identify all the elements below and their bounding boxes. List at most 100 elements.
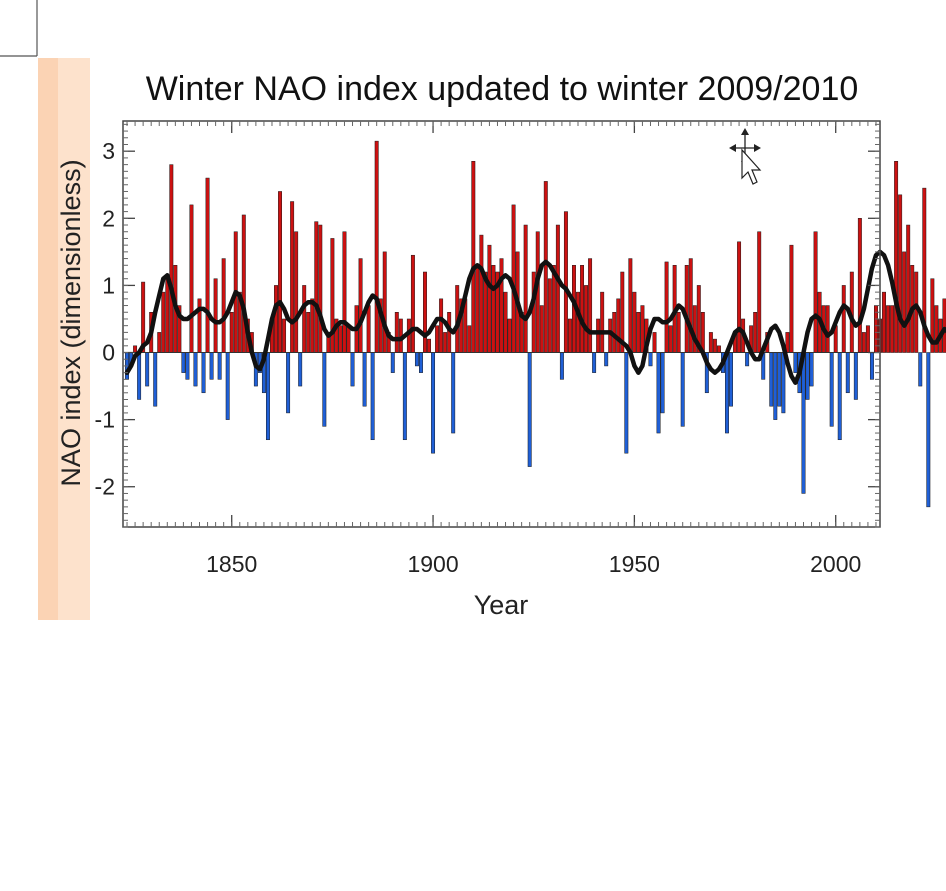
positive-bar-1877 bbox=[338, 325, 343, 353]
positive-bar-2013 bbox=[886, 305, 891, 353]
positive-bar-2017 bbox=[902, 251, 907, 353]
negative-bar-1883 bbox=[362, 352, 367, 407]
negative-bar-1900 bbox=[431, 352, 436, 454]
negative-bar-1831 bbox=[153, 352, 158, 407]
positive-bar-2007 bbox=[861, 332, 866, 353]
positive-bar-1853 bbox=[241, 214, 246, 353]
positive-bar-1909 bbox=[467, 325, 472, 353]
negative-bar-2021 bbox=[918, 352, 923, 387]
negative-bar-1905 bbox=[451, 352, 456, 434]
ticks-layer bbox=[123, 121, 880, 528]
negative-bar-1986 bbox=[777, 352, 782, 407]
positive-bar-1938 bbox=[584, 285, 589, 353]
negative-bar-2009 bbox=[869, 352, 874, 380]
positive-bar-1886 bbox=[374, 140, 379, 353]
positive-bar-2002 bbox=[841, 285, 846, 353]
positive-bar-1863 bbox=[282, 318, 287, 353]
negative-bar-1845 bbox=[209, 352, 214, 380]
positive-bar-2024 bbox=[930, 278, 935, 353]
positive-bar-1936 bbox=[576, 291, 580, 353]
positive-bar-1879 bbox=[346, 325, 351, 353]
negative-bar-1962 bbox=[680, 352, 685, 427]
positive-bar-2012 bbox=[882, 291, 886, 353]
negative-bar-1932 bbox=[559, 352, 564, 380]
positive-bar-1958 bbox=[664, 261, 669, 353]
negative-bar-1849 bbox=[225, 352, 230, 420]
positive-bar-2014 bbox=[890, 305, 895, 353]
positive-bar-1933 bbox=[563, 211, 568, 353]
positive-bar-1840 bbox=[189, 204, 194, 353]
plot-frame bbox=[122, 120, 881, 528]
negative-bar-1838 bbox=[181, 352, 186, 373]
negative-bar-1984 bbox=[769, 352, 774, 407]
positive-bar-1895 bbox=[410, 254, 415, 353]
positive-bar-1901 bbox=[435, 325, 440, 353]
positive-bar-1865 bbox=[290, 201, 295, 353]
positive-bar-1844 bbox=[205, 177, 210, 353]
positive-bar-1976 bbox=[737, 241, 742, 353]
positive-bar-1835 bbox=[169, 164, 174, 353]
x-tick-label: 1900 bbox=[407, 551, 458, 577]
y-tick-label: -1 bbox=[95, 407, 115, 433]
negative-bar-1948 bbox=[624, 352, 629, 454]
positive-bar-2020 bbox=[914, 271, 919, 353]
negative-bar-1867 bbox=[298, 352, 303, 387]
negative-bar-1843 bbox=[201, 352, 206, 394]
positive-bar-1998 bbox=[825, 305, 830, 353]
positive-bar-1942 bbox=[600, 291, 605, 353]
positive-bar-1871 bbox=[314, 221, 319, 353]
positive-bar-2015 bbox=[894, 161, 899, 353]
positive-bar-1919 bbox=[507, 318, 512, 353]
accent-sidebar-edge bbox=[38, 58, 58, 620]
negative-bar-1973 bbox=[725, 352, 729, 434]
y-tick-label: 3 bbox=[102, 138, 115, 164]
negative-bar-2001 bbox=[837, 352, 842, 441]
negative-bar-1839 bbox=[185, 352, 190, 380]
negative-bar-1993 bbox=[805, 352, 810, 400]
positive-bar-1995 bbox=[813, 231, 818, 353]
negative-bar-1924 bbox=[527, 352, 532, 467]
positive-bar-1911 bbox=[475, 265, 480, 353]
negative-bar-1990 bbox=[793, 352, 798, 373]
positive-bar-1928 bbox=[543, 181, 548, 353]
positive-bar-1850 bbox=[229, 312, 234, 353]
y-axis-title: NAO index (dimensionless) bbox=[56, 159, 86, 486]
positive-bar-1931 bbox=[555, 224, 560, 353]
positive-bar-1923 bbox=[523, 224, 528, 353]
smoothed-series-line bbox=[124, 249, 946, 385]
negative-bar-1873 bbox=[322, 352, 327, 427]
positive-bar-1950 bbox=[632, 291, 637, 353]
positive-bar-1965 bbox=[692, 305, 697, 353]
positive-bar-1902 bbox=[439, 298, 444, 353]
negative-bar-1859 bbox=[265, 352, 270, 441]
negative-bar-2023 bbox=[926, 352, 931, 508]
negative-bar-2005 bbox=[853, 352, 858, 400]
negative-bar-1829 bbox=[145, 352, 150, 387]
negative-bar-1880 bbox=[350, 352, 355, 387]
move-cursor-icon bbox=[729, 128, 762, 185]
positive-bar-2008 bbox=[865, 325, 870, 353]
positive-bar-1826 bbox=[133, 345, 138, 353]
negative-bar-1987 bbox=[781, 352, 786, 414]
positive-bar-1920 bbox=[511, 204, 516, 353]
positive-bar-1910 bbox=[471, 161, 476, 353]
y-tick-label: 2 bbox=[102, 205, 115, 231]
positive-bar-1917 bbox=[499, 258, 504, 353]
positive-bar-1946 bbox=[616, 298, 621, 353]
negative-bar-1978 bbox=[745, 352, 750, 367]
positive-bar-1952 bbox=[640, 305, 645, 353]
positive-bar-1878 bbox=[342, 231, 347, 353]
positive-bar-2022 bbox=[922, 187, 927, 353]
negative-bar-1943 bbox=[604, 352, 609, 367]
positive-bar-2006 bbox=[857, 218, 862, 353]
positive-bar-1899 bbox=[427, 338, 431, 353]
x-tick-label: 1950 bbox=[609, 551, 660, 577]
negative-bar-1954 bbox=[648, 352, 653, 367]
negative-bar-1890 bbox=[390, 352, 395, 373]
positive-bar-1834 bbox=[165, 278, 170, 353]
positive-bar-1971 bbox=[716, 345, 721, 353]
positive-bar-1963 bbox=[684, 265, 689, 353]
positive-bar-1941 bbox=[596, 318, 601, 353]
positive-bar-1929 bbox=[547, 278, 552, 353]
